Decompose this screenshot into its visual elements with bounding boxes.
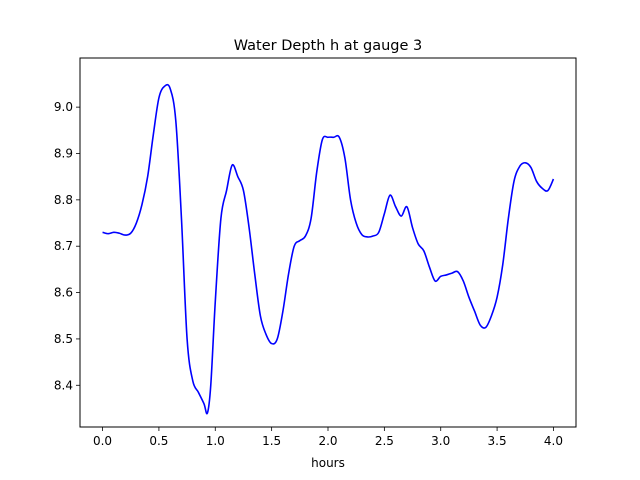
series-layer bbox=[102, 83, 555, 415]
x-tick-label: 1.5 bbox=[262, 434, 281, 448]
x-tick-label: 1.0 bbox=[206, 434, 225, 448]
chart-title: Water Depth h at gauge 3 bbox=[234, 38, 422, 54]
y-tick-label: 9.0 bbox=[54, 100, 73, 114]
y-tick-label: 8.4 bbox=[54, 378, 73, 392]
x-axis: 0.0 0.5 1.0 1.5 2.0 2.5 3.0 3.5 4.0 bbox=[93, 427, 563, 448]
x-tick-label: 3.5 bbox=[488, 434, 507, 448]
x-tick-label: 0.0 bbox=[93, 434, 112, 448]
y-tick-label: 8.7 bbox=[54, 239, 73, 253]
x-tick-label: 4.0 bbox=[544, 434, 563, 448]
x-tick-label: 0.5 bbox=[149, 434, 168, 448]
series-line bbox=[102, 83, 555, 415]
x-tick-label: 3.0 bbox=[431, 434, 450, 448]
x-tick-label: 2.5 bbox=[375, 434, 394, 448]
plot-frame bbox=[79, 57, 577, 428]
x-axis-label: hours bbox=[311, 456, 345, 470]
y-axis: 8.4 8.5 8.6 8.7 8.8 8.9 9.0 bbox=[54, 100, 80, 392]
y-tick-label: 8.6 bbox=[54, 286, 73, 300]
y-tick-label: 8.5 bbox=[54, 332, 73, 346]
y-tick-label: 8.8 bbox=[54, 193, 73, 207]
y-tick-label: 8.9 bbox=[54, 146, 73, 160]
x-tick-label: 2.0 bbox=[318, 434, 337, 448]
